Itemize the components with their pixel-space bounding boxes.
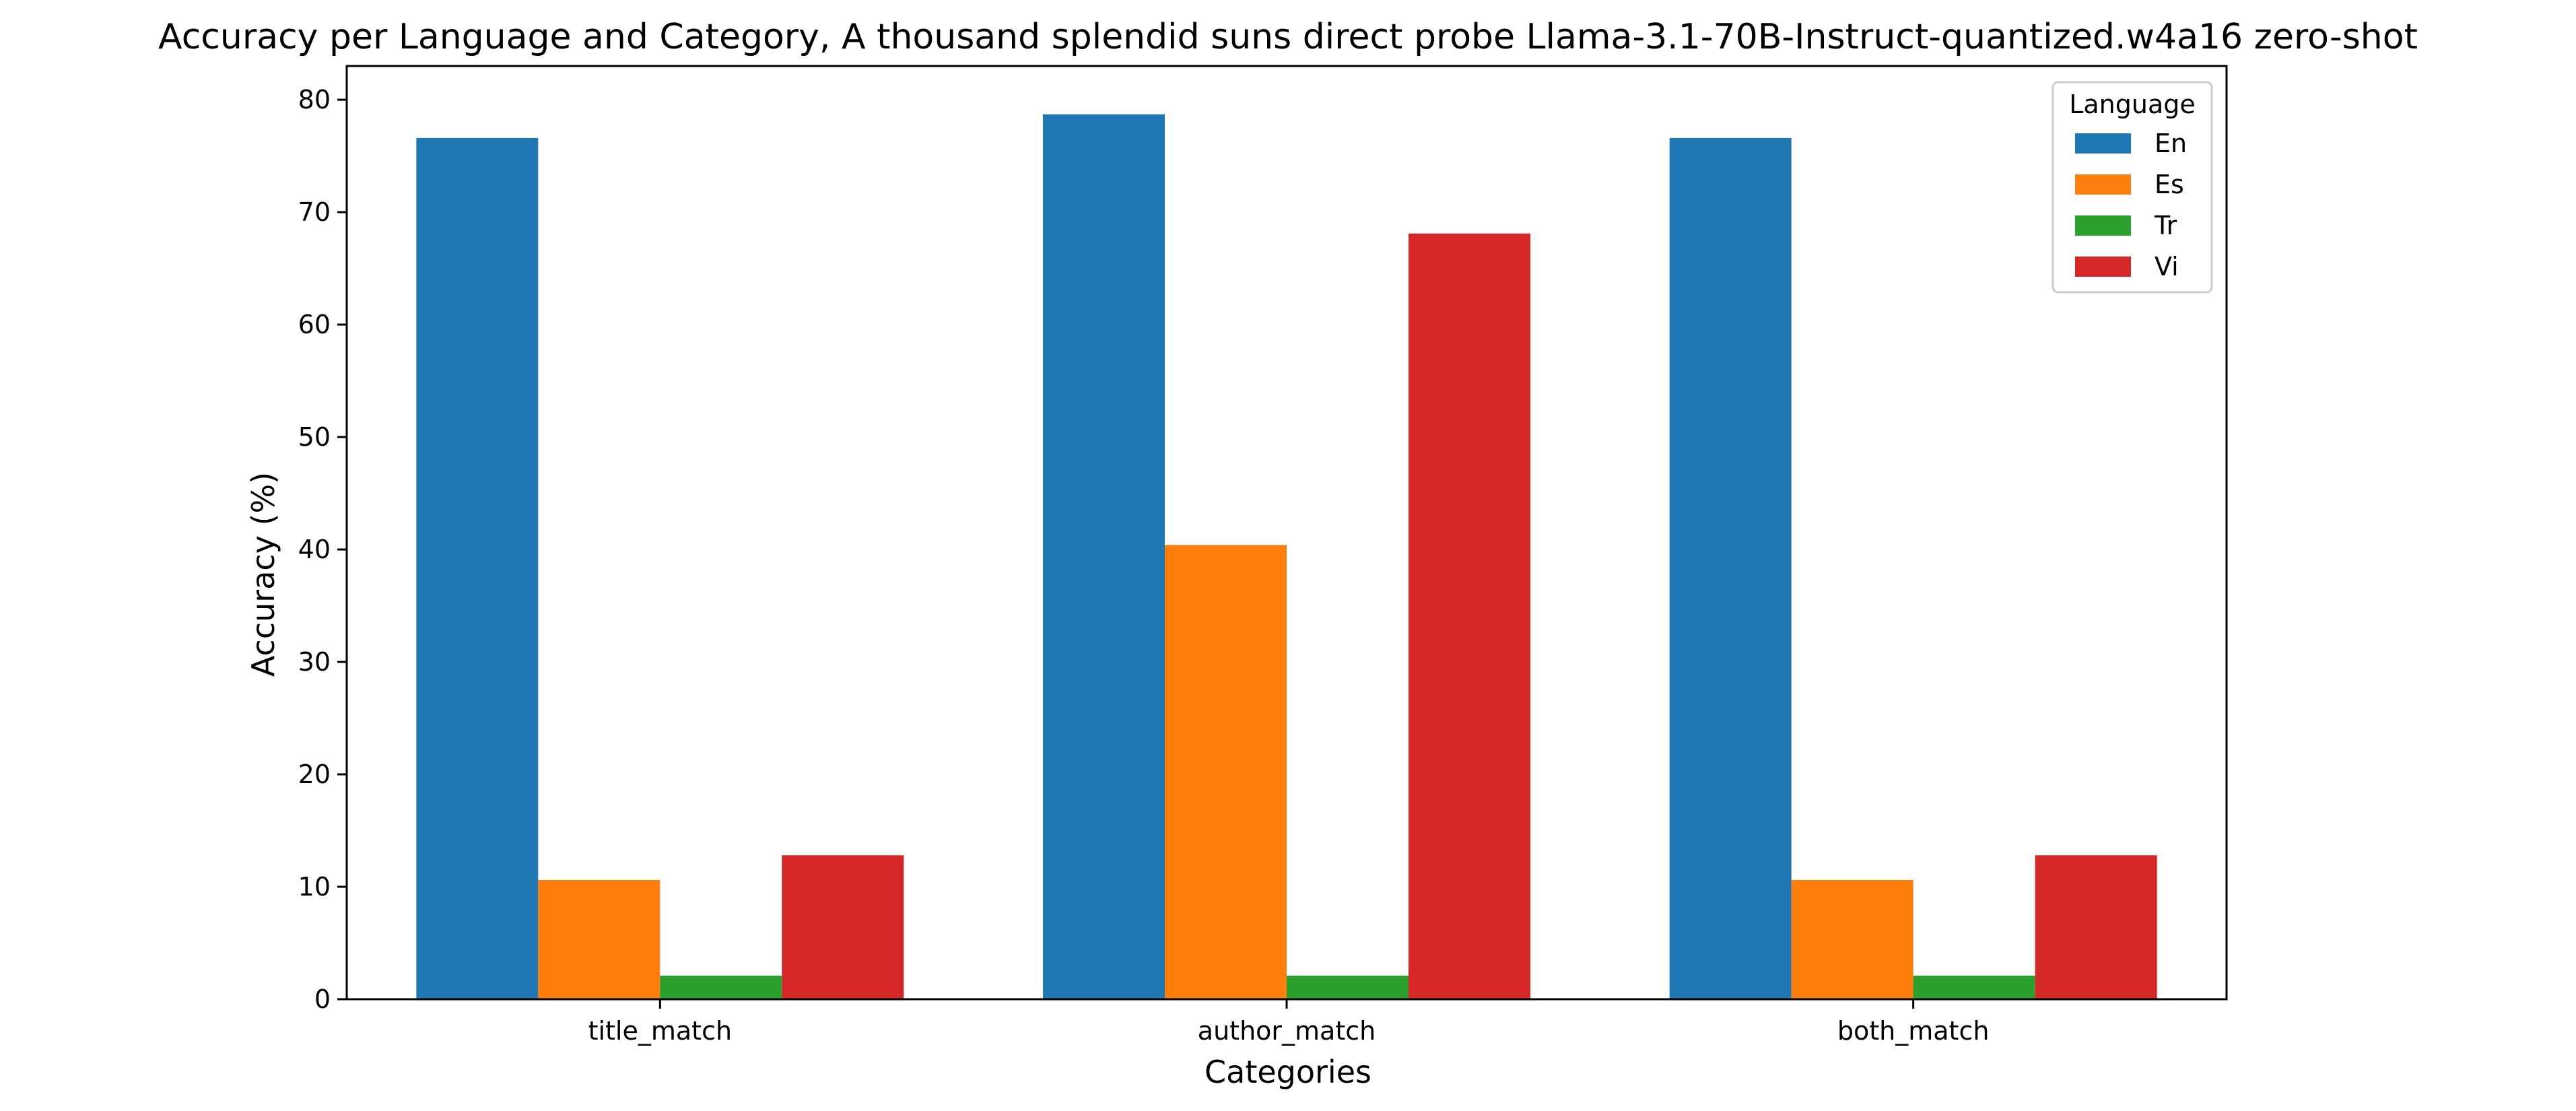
x-axis: title_match author_match both_match [588, 999, 1990, 1046]
bar-tr-author-match [1287, 975, 1409, 999]
bar-es-both-match [1791, 879, 1913, 999]
bar-vi-both-match [2035, 855, 2157, 999]
legend-label-vi: Vi [2155, 252, 2179, 281]
x-axis-label: Categories [1205, 1054, 1371, 1090]
bar-es-author-match [1165, 545, 1287, 999]
legend-label-es: Es [2155, 170, 2184, 199]
x-tick-label: author_match [1198, 1016, 1376, 1046]
bar-tr-title-match [660, 975, 782, 999]
y-tick-label: 0 [314, 984, 331, 1014]
x-tick-label: title_match [588, 1016, 732, 1046]
y-tick-label: 10 [298, 872, 331, 902]
y-tick-label: 40 [298, 535, 331, 564]
bar-es-title-match [538, 879, 660, 999]
y-axis-label: Accuracy (%) [245, 472, 281, 677]
plot-frame [345, 65, 2228, 1001]
y-tick-label: 70 [298, 197, 331, 227]
bar-vi-author-match [1409, 233, 1530, 1000]
bar-en-author-match [1043, 114, 1165, 1000]
legend-label-tr: Tr [2154, 211, 2177, 240]
y-tick-label: 80 [298, 85, 331, 114]
legend-title: Language [2069, 90, 2196, 119]
bar-en-title-match [416, 137, 539, 999]
y-tick-label: 30 [298, 647, 331, 677]
y-tick-label: 20 [298, 760, 331, 789]
y-tick-label: 50 [298, 422, 331, 452]
legend-swatch-es [2075, 174, 2131, 195]
y-tick-label: 60 [298, 310, 331, 339]
legend-swatch-en [2075, 133, 2131, 154]
bar-tr-both-match [1913, 975, 2035, 999]
legend-swatch-tr [2075, 215, 2131, 236]
legend: Language En Es Tr Vi [2052, 81, 2213, 294]
chart-title: Accuracy per Language and Category, A th… [158, 17, 2418, 57]
bar-en-both-match [1669, 137, 1792, 999]
x-tick-label: both_match [1837, 1016, 1990, 1046]
legend-label-en: En [2155, 129, 2187, 158]
bars-group [416, 114, 2157, 1000]
y-axis: 0 10 20 30 40 50 60 70 80 [298, 85, 347, 1014]
legend-swatch-vi [2075, 257, 2131, 277]
bar-vi-title-match [782, 855, 904, 999]
